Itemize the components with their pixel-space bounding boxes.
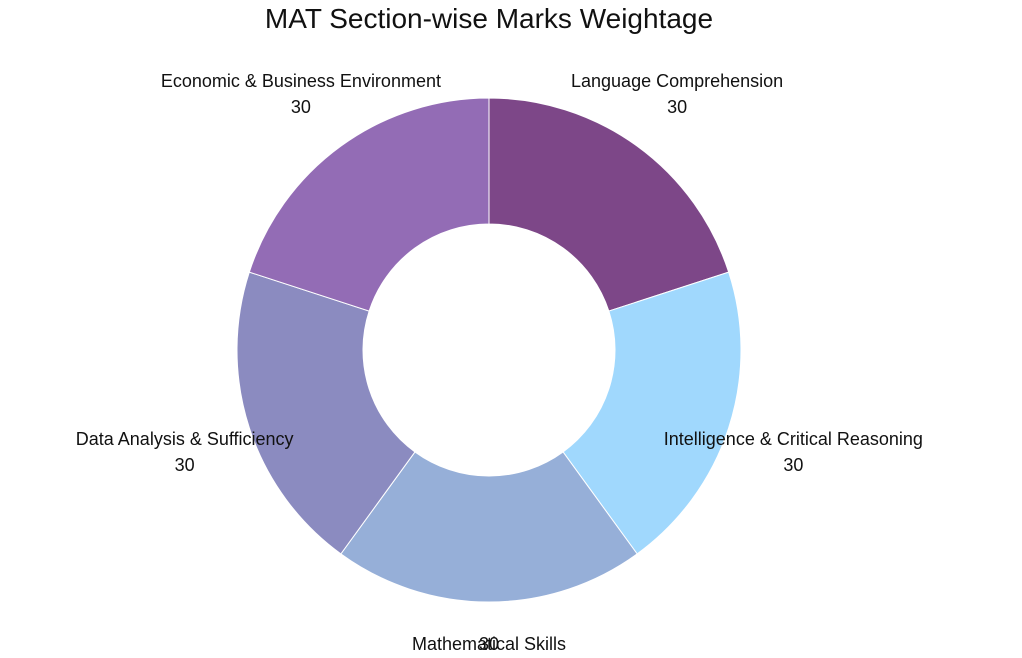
slice-label: Language Comprehension [571,71,783,91]
slice-label: Mathematical Skills [412,634,566,654]
chart-title: MAT Section-wise Marks Weightage [265,3,713,34]
slice-label-group-data-analysis-and-sufficiency: Data Analysis & Sufficiency 30 [76,429,294,475]
slice-value-label: 30 [291,97,311,117]
slice-label-group-intelligence-and-critical-reasoning: Intelligence & Critical Reasoning 30 [664,429,923,475]
slice-label-group-language-comprehension: Language Comprehension 30 [571,71,783,117]
slice-label: Economic & Business Environment [161,71,441,91]
slices-layer [236,97,742,603]
slice-value-label: 30 [479,634,499,654]
donut-slice-language-comprehension [488,97,730,312]
slice-label: Intelligence & Critical Reasoning [664,429,923,449]
donut-slice-mathematical-skills [340,451,638,603]
slice-label: Data Analysis & Sufficiency [76,429,294,449]
donut-slice-intelligence-and-critical-reasoning [562,271,742,555]
donut-slice-data-analysis-and-sufficiency [236,271,416,555]
slice-value-label: 30 [783,455,803,475]
slice-label-group-economic-and-business-environment: Economic & Business Environment 30 [161,71,441,117]
slice-value-label: 30 [175,455,195,475]
donut-slice-economic-and-business-environment [248,97,490,312]
slice-value-label: 30 [667,97,687,117]
